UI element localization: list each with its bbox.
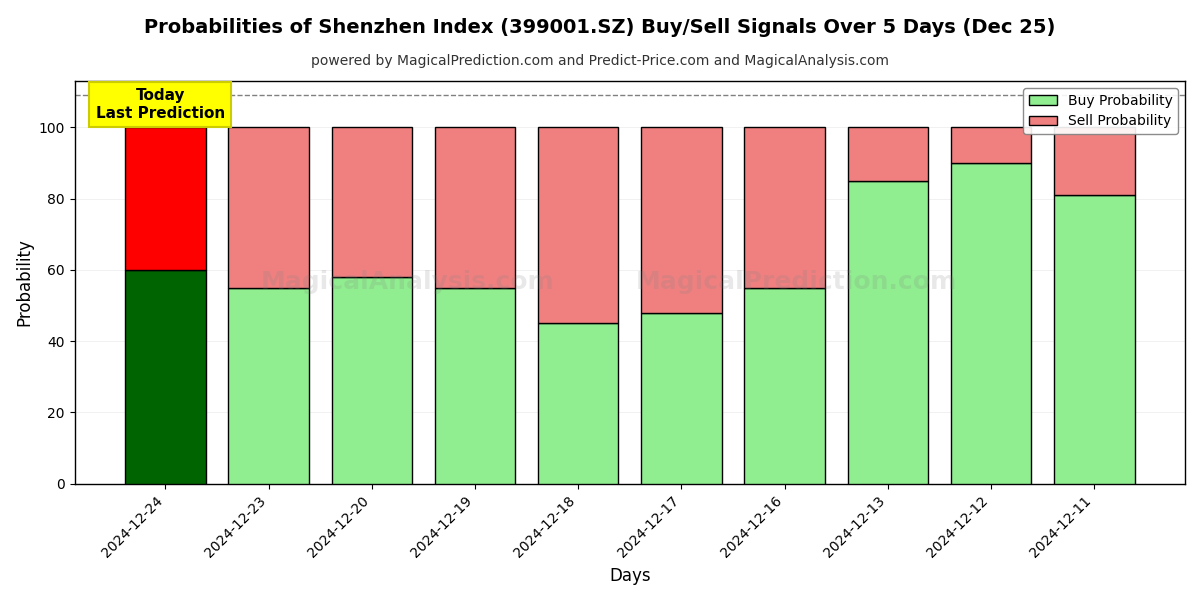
Bar: [950, 163, 1031, 484]
Text: MagicalAnalysis.com: MagicalAnalysis.com: [260, 271, 554, 295]
Text: powered by MagicalPrediction.com and Predict-Price.com and MagicalAnalysis.com: powered by MagicalPrediction.com and Pre…: [311, 54, 889, 68]
Legend: Buy Probability, Sell Probability: Buy Probability, Sell Probability: [1024, 88, 1178, 134]
Bar: [125, 270, 205, 484]
Bar: [331, 127, 412, 277]
Bar: [331, 277, 412, 484]
Bar: [641, 313, 721, 484]
Bar: [847, 127, 928, 181]
Bar: [1054, 195, 1134, 484]
Bar: [744, 288, 824, 484]
Bar: [744, 127, 824, 288]
Bar: [847, 181, 928, 484]
Bar: [641, 127, 721, 313]
Bar: [538, 127, 618, 323]
Text: Today
Last Prediction: Today Last Prediction: [96, 88, 224, 121]
Bar: [228, 288, 308, 484]
X-axis label: Days: Days: [610, 567, 650, 585]
Bar: [950, 127, 1031, 163]
Text: Probabilities of Shenzhen Index (399001.SZ) Buy/Sell Signals Over 5 Days (Dec 25: Probabilities of Shenzhen Index (399001.…: [144, 18, 1056, 37]
Bar: [228, 127, 308, 288]
Bar: [434, 127, 515, 288]
Bar: [1054, 127, 1134, 195]
Bar: [538, 323, 618, 484]
Bar: [434, 288, 515, 484]
Text: MagicalPrediction.com: MagicalPrediction.com: [636, 271, 958, 295]
Bar: [125, 127, 205, 270]
Y-axis label: Probability: Probability: [16, 238, 34, 326]
